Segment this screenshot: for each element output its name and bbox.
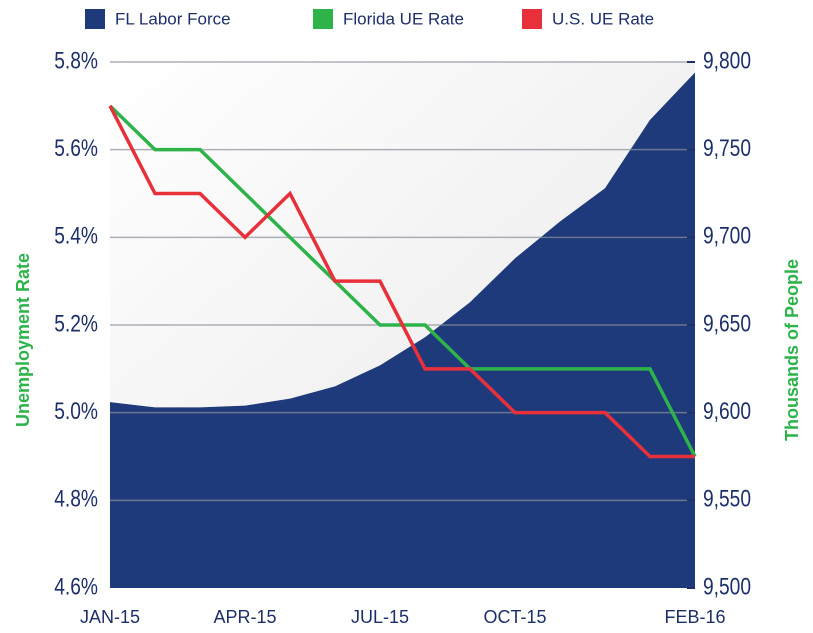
legend-label: FL Labor Force: [115, 9, 231, 28]
legend-swatch: [313, 9, 333, 29]
y2-axis-title: Thousands of People: [782, 259, 802, 441]
legend-swatch: [522, 9, 542, 29]
y-tick-label: 5.4%: [54, 222, 98, 250]
y-axis-title: Unemployment Rate: [13, 253, 33, 427]
y-tick-label: 5.0%: [54, 397, 98, 425]
y2-tick-label: 9,550: [703, 485, 751, 513]
legend-label: Florida UE Rate: [343, 9, 464, 28]
y-tick-label: 5.8%: [54, 46, 98, 74]
y-tick-label: 4.6%: [54, 572, 98, 600]
x-tick-label: JAN-15: [80, 607, 140, 627]
legend-label: U.S. UE Rate: [552, 9, 654, 28]
y2-tick-label: 9,700: [703, 222, 751, 250]
y2-tick-label: 9,500: [703, 572, 751, 600]
x-tick-label: APR-15: [213, 607, 276, 627]
y-tick-label: 5.2%: [54, 309, 98, 337]
y2-tick-label: 9,800: [703, 46, 751, 74]
y-tick-label: 4.8%: [54, 485, 98, 513]
y2-tick-label: 9,600: [703, 397, 751, 425]
legend-swatch: [85, 9, 105, 29]
y2-tick-label: 9,750: [703, 134, 751, 162]
y-tick-label: 5.6%: [54, 134, 98, 162]
line: [108, 105, 695, 459]
x-tick-label: OCT-15: [483, 607, 546, 627]
x-tick-label: JUL-15: [351, 607, 409, 627]
area: [110, 72, 695, 588]
y2-tick-label: 9,650: [703, 309, 751, 337]
x-tick-label: FEB-16: [664, 607, 725, 627]
